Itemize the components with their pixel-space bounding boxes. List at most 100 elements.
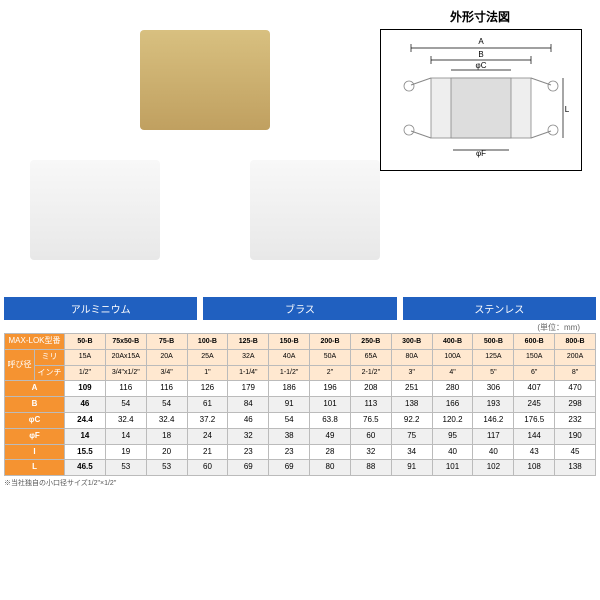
cell-5-8: 91 [391, 460, 432, 476]
cell-4-8: 34 [391, 444, 432, 460]
cell-1-5: 91 [269, 397, 310, 413]
cell-4-0: 15.5 [65, 444, 106, 460]
col-inch-0: 1/2" [65, 365, 106, 381]
cell-2-7: 76.5 [350, 412, 391, 428]
col-mm-1: 20Ax15A [105, 349, 146, 365]
unit-note: (単位：mm) [0, 320, 600, 333]
cell-4-5: 23 [269, 444, 310, 460]
col-inch-10: 5" [473, 365, 514, 381]
col-inch-6: 2" [310, 365, 351, 381]
col-model-11: 600-B [514, 334, 555, 350]
cell-0-12: 470 [555, 381, 596, 397]
cell-4-6: 28 [310, 444, 351, 460]
product-brass [140, 30, 270, 130]
col-inch-7: 2-1/2" [350, 365, 391, 381]
cell-1-1: 54 [105, 397, 146, 413]
product-stainless [250, 160, 380, 260]
cell-3-2: 18 [146, 428, 187, 444]
cell-3-12: 190 [555, 428, 596, 444]
col-model-6: 200-B [310, 334, 351, 350]
col-inch-3: 1" [187, 365, 228, 381]
cell-5-3: 60 [187, 460, 228, 476]
cell-0-5: 186 [269, 381, 310, 397]
cell-5-6: 80 [310, 460, 351, 476]
cell-1-2: 54 [146, 397, 187, 413]
cell-5-11: 108 [514, 460, 555, 476]
row-label-φC: φC [5, 412, 65, 428]
dimension-diagram: 外形寸法図 A B φC [380, 8, 580, 171]
cell-3-8: 75 [391, 428, 432, 444]
cell-5-0: 46.5 [65, 460, 106, 476]
cell-1-0: 46 [65, 397, 106, 413]
cell-2-2: 32.4 [146, 412, 187, 428]
cell-4-7: 32 [350, 444, 391, 460]
cell-1-9: 166 [432, 397, 473, 413]
col-model-10: 500-B [473, 334, 514, 350]
cell-0-11: 407 [514, 381, 555, 397]
col-model-9: 400-B [432, 334, 473, 350]
cell-5-10: 102 [473, 460, 514, 476]
cell-3-4: 32 [228, 428, 269, 444]
header-size: 呼び径 [5, 349, 35, 381]
col-mm-8: 80A [391, 349, 432, 365]
col-inch-1: 3/4"x1/2" [105, 365, 146, 381]
cell-1-4: 84 [228, 397, 269, 413]
col-mm-2: 20A [146, 349, 187, 365]
col-model-12: 800-B [555, 334, 596, 350]
cell-0-9: 280 [432, 381, 473, 397]
col-model-4: 125-B [228, 334, 269, 350]
cell-2-6: 63.8 [310, 412, 351, 428]
cell-3-10: 117 [473, 428, 514, 444]
diagram-title: 外形寸法図 [380, 8, 580, 25]
cell-2-9: 120.2 [432, 412, 473, 428]
row-label-L: L [5, 460, 65, 476]
dim-A: A [478, 37, 484, 46]
cell-0-0: 109 [65, 381, 106, 397]
col-mm-3: 25A [187, 349, 228, 365]
header-mm: ミリ [35, 349, 65, 365]
col-mm-7: 65A [350, 349, 391, 365]
cell-5-7: 88 [350, 460, 391, 476]
col-model-8: 300-B [391, 334, 432, 350]
label-stainless: ステンレス [403, 297, 596, 320]
cell-1-3: 61 [187, 397, 228, 413]
col-model-3: 100-B [187, 334, 228, 350]
cell-1-11: 245 [514, 397, 555, 413]
dim-F: φF [476, 149, 486, 158]
cell-5-9: 101 [432, 460, 473, 476]
cell-4-2: 20 [146, 444, 187, 460]
col-model-2: 75-B [146, 334, 187, 350]
cell-2-8: 92.2 [391, 412, 432, 428]
product-aluminum [30, 160, 160, 260]
cell-0-2: 116 [146, 381, 187, 397]
col-mm-12: 200A [555, 349, 596, 365]
cell-5-2: 53 [146, 460, 187, 476]
cell-3-5: 38 [269, 428, 310, 444]
label-brass: ブラス [203, 297, 396, 320]
col-inch-9: 4" [432, 365, 473, 381]
cell-2-0: 24.4 [65, 412, 106, 428]
cell-0-3: 126 [187, 381, 228, 397]
row-label-φF: φF [5, 428, 65, 444]
cell-1-6: 101 [310, 397, 351, 413]
cell-0-1: 116 [105, 381, 146, 397]
col-inch-12: 8" [555, 365, 596, 381]
col-model-7: 250-B [350, 334, 391, 350]
cell-3-11: 144 [514, 428, 555, 444]
cell-5-5: 69 [269, 460, 310, 476]
cell-4-3: 21 [187, 444, 228, 460]
cell-0-6: 196 [310, 381, 351, 397]
col-inch-5: 1-1/2" [269, 365, 310, 381]
cell-5-12: 138 [555, 460, 596, 476]
cell-3-9: 95 [432, 428, 473, 444]
cell-2-4: 46 [228, 412, 269, 428]
cell-1-7: 113 [350, 397, 391, 413]
cell-3-0: 14 [65, 428, 106, 444]
col-mm-11: 150A [514, 349, 555, 365]
row-label-B: B [5, 397, 65, 413]
col-mm-5: 40A [269, 349, 310, 365]
row-label-A: A [5, 381, 65, 397]
col-mm-4: 32A [228, 349, 269, 365]
cell-2-1: 32.4 [105, 412, 146, 428]
cell-2-3: 37.2 [187, 412, 228, 428]
